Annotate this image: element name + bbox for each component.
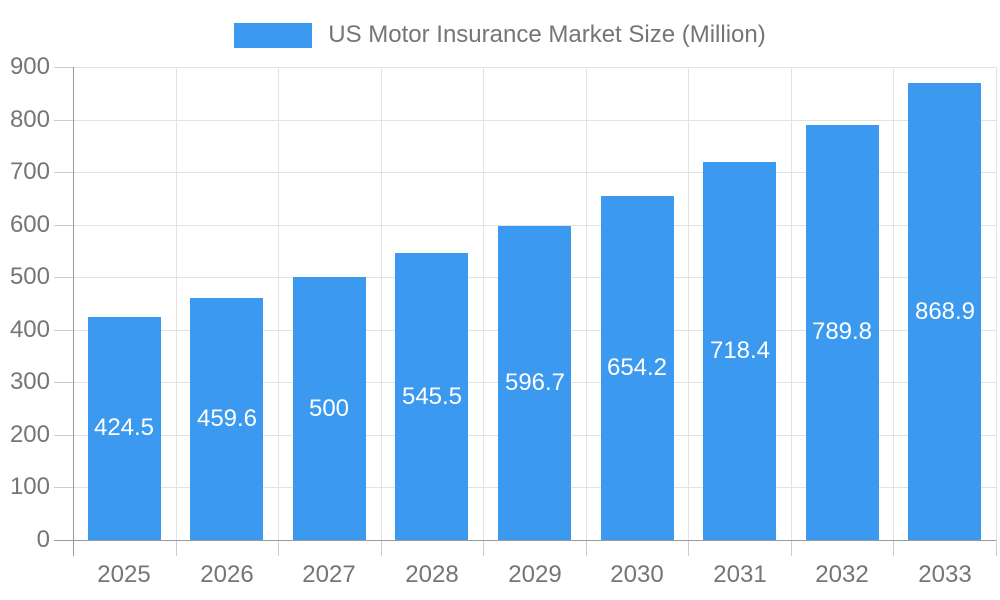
v-gridline (381, 67, 382, 540)
x-axis-line (54, 540, 996, 541)
bar-value-label: 718.4 (709, 337, 771, 364)
v-gridline (996, 67, 997, 540)
y-axis-label: 400 (9, 316, 50, 343)
x-axis-label: 2030 (610, 561, 664, 588)
x-axis-tick (688, 540, 689, 556)
h-gridline (73, 67, 996, 68)
x-axis-tick (893, 540, 894, 556)
y-axis-tick (54, 172, 73, 173)
v-gridline (688, 67, 689, 540)
bar[interactable] (601, 196, 674, 540)
y-axis-label: 300 (9, 368, 50, 395)
x-axis-label: 2028 (405, 561, 459, 588)
y-axis-tick (54, 487, 73, 488)
y-axis-tick (54, 67, 73, 68)
bar-value-label: 424.5 (93, 414, 155, 441)
y-axis-label: 800 (9, 106, 50, 133)
v-gridline (791, 67, 792, 540)
bar[interactable] (908, 83, 981, 540)
h-gridline (73, 225, 996, 226)
v-gridline (586, 67, 587, 540)
bar-value-label: 459.6 (196, 405, 258, 432)
bar[interactable] (88, 317, 161, 540)
y-axis-label: 500 (9, 263, 50, 290)
y-axis-tick (54, 435, 73, 436)
x-axis-label: 2025 (97, 561, 151, 588)
y-axis-tick (54, 330, 73, 331)
y-axis-tick (54, 120, 73, 121)
v-gridline (483, 67, 484, 540)
bar-value-label: 596.7 (504, 369, 566, 396)
bar[interactable] (498, 226, 571, 540)
y-axis-label: 700 (9, 158, 50, 185)
y-axis-label: 0 (36, 526, 50, 553)
legend[interactable]: US Motor Insurance Market Size (Million) (0, 21, 1000, 49)
bar[interactable] (293, 277, 366, 540)
x-axis-label: 2032 (815, 561, 869, 588)
x-axis-tick (278, 540, 279, 556)
bar-value-label: 545.5 (401, 383, 463, 410)
bar-value-label: 789.8 (811, 318, 873, 345)
v-gridline (893, 67, 894, 540)
bar-value-label: 500 (308, 395, 350, 422)
bar-value-label: 868.9 (914, 298, 976, 325)
y-axis-label: 600 (9, 211, 50, 238)
y-axis-tick (54, 225, 73, 226)
x-axis-tick (996, 540, 997, 556)
legend-label: US Motor Insurance Market Size (Million) (328, 21, 766, 48)
x-axis-label: 2033 (918, 561, 972, 588)
h-gridline (73, 120, 996, 121)
y-axis-label: 100 (9, 473, 50, 500)
h-gridline (73, 172, 996, 173)
bar[interactable] (806, 125, 879, 540)
x-axis-tick (381, 540, 382, 556)
y-axis-label: 200 (9, 421, 50, 448)
x-axis-label: 2031 (713, 561, 767, 588)
y-axis-line (73, 67, 74, 556)
y-axis-tick (54, 277, 73, 278)
x-axis-tick (176, 540, 177, 556)
bar[interactable] (190, 298, 263, 540)
bar[interactable] (703, 162, 776, 540)
legend-swatch (234, 22, 313, 48)
x-axis-label: 2029 (508, 561, 562, 588)
x-axis-tick (791, 540, 792, 556)
y-axis-label: 900 (9, 53, 50, 80)
x-axis-label: 2027 (302, 561, 356, 588)
v-gridline (278, 67, 279, 540)
v-gridline (176, 67, 177, 540)
x-axis-tick (483, 540, 484, 556)
x-axis-tick (586, 540, 587, 556)
bar[interactable] (395, 253, 468, 540)
y-axis-tick (54, 382, 73, 383)
x-axis-label: 2026 (200, 561, 254, 588)
bar-value-label: 654.2 (606, 354, 668, 381)
